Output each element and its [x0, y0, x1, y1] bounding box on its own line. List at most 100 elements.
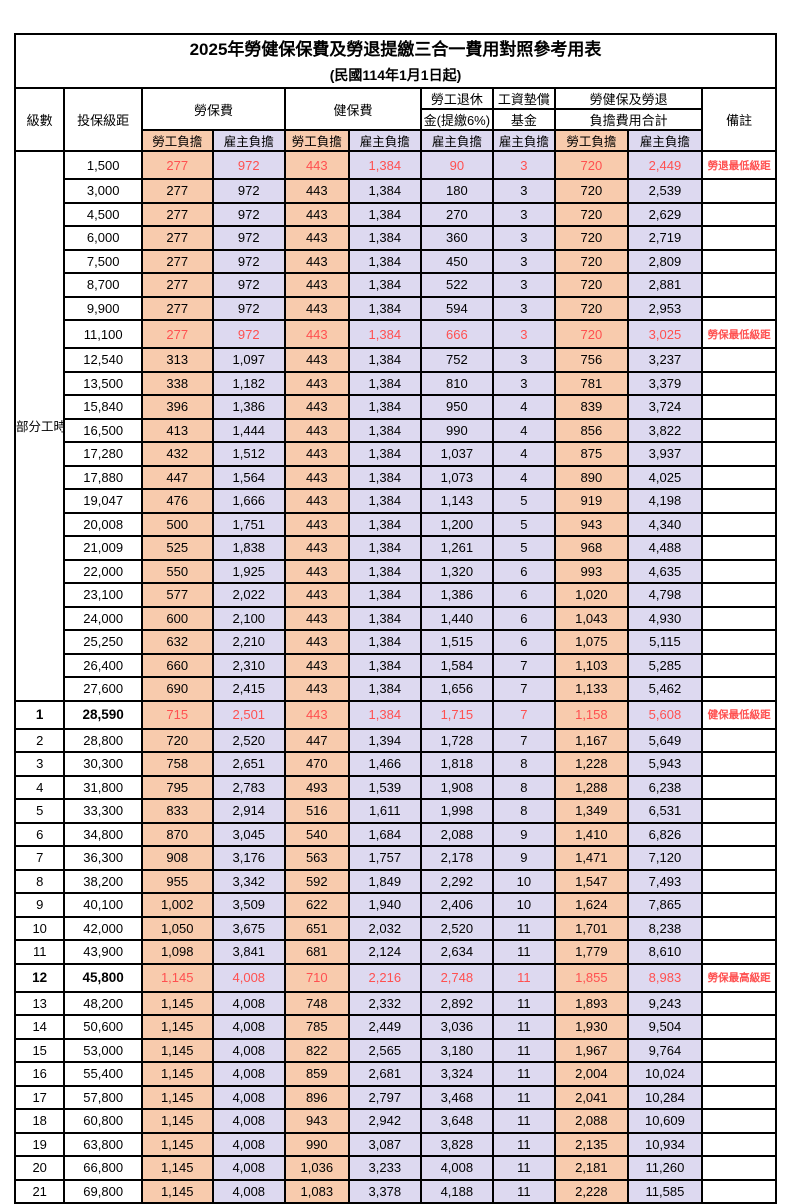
fee-cell: 3,468	[420, 1084, 494, 1110]
fee-cell: 972	[211, 178, 287, 204]
fee-cell: 4,008	[420, 1155, 494, 1181]
fee-cell: 7,493	[626, 868, 704, 894]
fee-cell: 968	[554, 535, 629, 561]
fee-cell: 3,045	[211, 821, 287, 847]
fee-cell: 2,032	[347, 915, 423, 941]
level-cell: 12	[13, 962, 66, 993]
fee-cell: 955	[140, 868, 214, 894]
fee-cell: 810	[420, 370, 494, 396]
fee-cell: 6	[491, 558, 557, 584]
fee-cell: 443	[284, 347, 350, 373]
fee-cell: 1,539	[347, 774, 423, 800]
fee-cell: 11	[491, 1061, 557, 1087]
table-row: 24,000 600 2,100 443 1,384 1,440 6 1,043 4,930	[15, 605, 777, 631]
fee-cell: 1,384	[347, 629, 423, 655]
subheader-labor-employer: 雇主負擔	[211, 129, 287, 152]
fee-cell: 443	[284, 272, 350, 298]
fee-cell: 470	[284, 751, 350, 777]
fee-cell: 1,384	[347, 535, 423, 561]
table-row: 14 50,600 1,145 4,008 785 2,449 3,036 11 1,930 9,…	[13, 1014, 777, 1040]
fee-cell: 1,384	[347, 652, 423, 678]
salary-bracket-cell: 3,000	[63, 178, 143, 204]
fee-cell: 4,488	[626, 535, 704, 561]
fee-cell: 1,098	[140, 939, 214, 965]
table-row: 26,400 660 2,310 443 1,384 1,584 7 1,103 5,285	[15, 652, 777, 678]
fee-cell: 1,818	[420, 751, 494, 777]
fee-cell: 1,145	[140, 1037, 214, 1063]
fee-cell: 720	[140, 727, 214, 753]
remark-cell	[701, 464, 777, 490]
salary-bracket-cell: 50,600	[63, 1014, 143, 1040]
fee-cell: 4,798	[626, 582, 704, 608]
table-row: 21 69,800 1,145 4,008 1,083 3,378 4,188 11 2,228…	[13, 1178, 777, 1204]
table-row: 16 55,400 1,145 4,008 859 2,681 3,324 11 2,004 10…	[13, 1061, 777, 1087]
fee-cell: 11	[491, 1037, 557, 1063]
fee-cell: 1,145	[140, 1108, 214, 1134]
table-row: 11,100 277 972 443 1,384 666 3 720 3,025 勞保最低級距	[15, 319, 777, 349]
fee-cell: 2,088	[420, 821, 494, 847]
fee-cell: 3,822	[626, 417, 704, 443]
fee-cell: 1,624	[554, 892, 629, 918]
fee-cell: 594	[420, 295, 494, 321]
fee-cell: 443	[284, 535, 350, 561]
table-row: 18 60,800 1,145 4,008 943 2,942 3,648 11 2,088 10…	[13, 1108, 777, 1134]
fee-cell: 1,200	[420, 511, 494, 537]
fee-cell: 443	[284, 605, 350, 631]
fee-cell: 443	[284, 558, 350, 584]
fee-cell: 4	[491, 441, 557, 467]
fee-cell: 592	[284, 868, 350, 894]
fee-cell: 7,865	[626, 892, 704, 918]
fee-cell: 2,178	[420, 845, 494, 871]
fee-cell: 3,378	[347, 1178, 423, 1204]
salary-bracket-cell: 34,800	[63, 821, 143, 847]
fee-cell: 972	[211, 248, 287, 274]
remark-cell	[701, 1155, 777, 1181]
fee-cell: 447	[140, 464, 214, 490]
fee-cell: 4,198	[626, 488, 704, 514]
remark-cell	[701, 272, 777, 298]
fee-cell: 11	[491, 962, 557, 993]
fee-cell: 11	[491, 1155, 557, 1181]
fee-cell: 2,041	[554, 1084, 629, 1110]
table-row: 2 28,800 720 2,520 447 1,394 1,728 7 1,167 5,649	[13, 727, 777, 753]
fee-cell: 1,384	[347, 699, 423, 730]
remark-cell	[701, 582, 777, 608]
fee-cell: 1,849	[347, 868, 423, 894]
level-cell: 20	[13, 1155, 66, 1181]
level-cell: 14	[13, 1014, 66, 1040]
fee-cell: 2,088	[554, 1108, 629, 1134]
fee-cell: 5,649	[626, 727, 704, 753]
table-row: 12,540 313 1,097 443 1,384 752 3 756 3,237	[15, 347, 777, 373]
remark-cell: 勞保最高級距	[701, 962, 777, 993]
salary-bracket-cell: 4,500	[63, 201, 143, 227]
remark-cell	[701, 868, 777, 894]
fee-cell: 600	[140, 605, 214, 631]
fee-cell: 8,238	[626, 915, 704, 941]
fee-cell: 748	[284, 990, 350, 1016]
salary-bracket-cell: 28,800	[63, 727, 143, 753]
fee-cell: 7	[491, 652, 557, 678]
fee-cell: 1,384	[347, 511, 423, 537]
table-row: 13,500 338 1,182 443 1,384 810 3 781 3,379	[15, 370, 777, 396]
fee-cell: 2,651	[211, 751, 287, 777]
fee-cell: 525	[140, 535, 214, 561]
fee-cell: 4,340	[626, 511, 704, 537]
fee-cell: 4,008	[211, 1014, 287, 1040]
fee-cell: 1,728	[420, 727, 494, 753]
fee-cell: 3	[491, 347, 557, 373]
fee-cell: 443	[284, 464, 350, 490]
fee-cell: 2,809	[626, 248, 704, 274]
fee-cell: 5,608	[626, 699, 704, 730]
fee-cell: 3	[491, 225, 557, 251]
remark-cell	[701, 1061, 777, 1087]
fee-cell: 1,384	[347, 605, 423, 631]
fee-cell: 2,449	[626, 150, 704, 180]
fee-cell: 443	[284, 295, 350, 321]
fee-cell: 2,520	[420, 915, 494, 941]
remark-cell	[701, 751, 777, 777]
fee-cell: 1,036	[284, 1155, 350, 1181]
salary-bracket-cell: 6,000	[63, 225, 143, 251]
fee-cell: 1,167	[554, 727, 629, 753]
fee-cell: 2,914	[211, 798, 287, 824]
level-cell: 11	[13, 939, 66, 965]
